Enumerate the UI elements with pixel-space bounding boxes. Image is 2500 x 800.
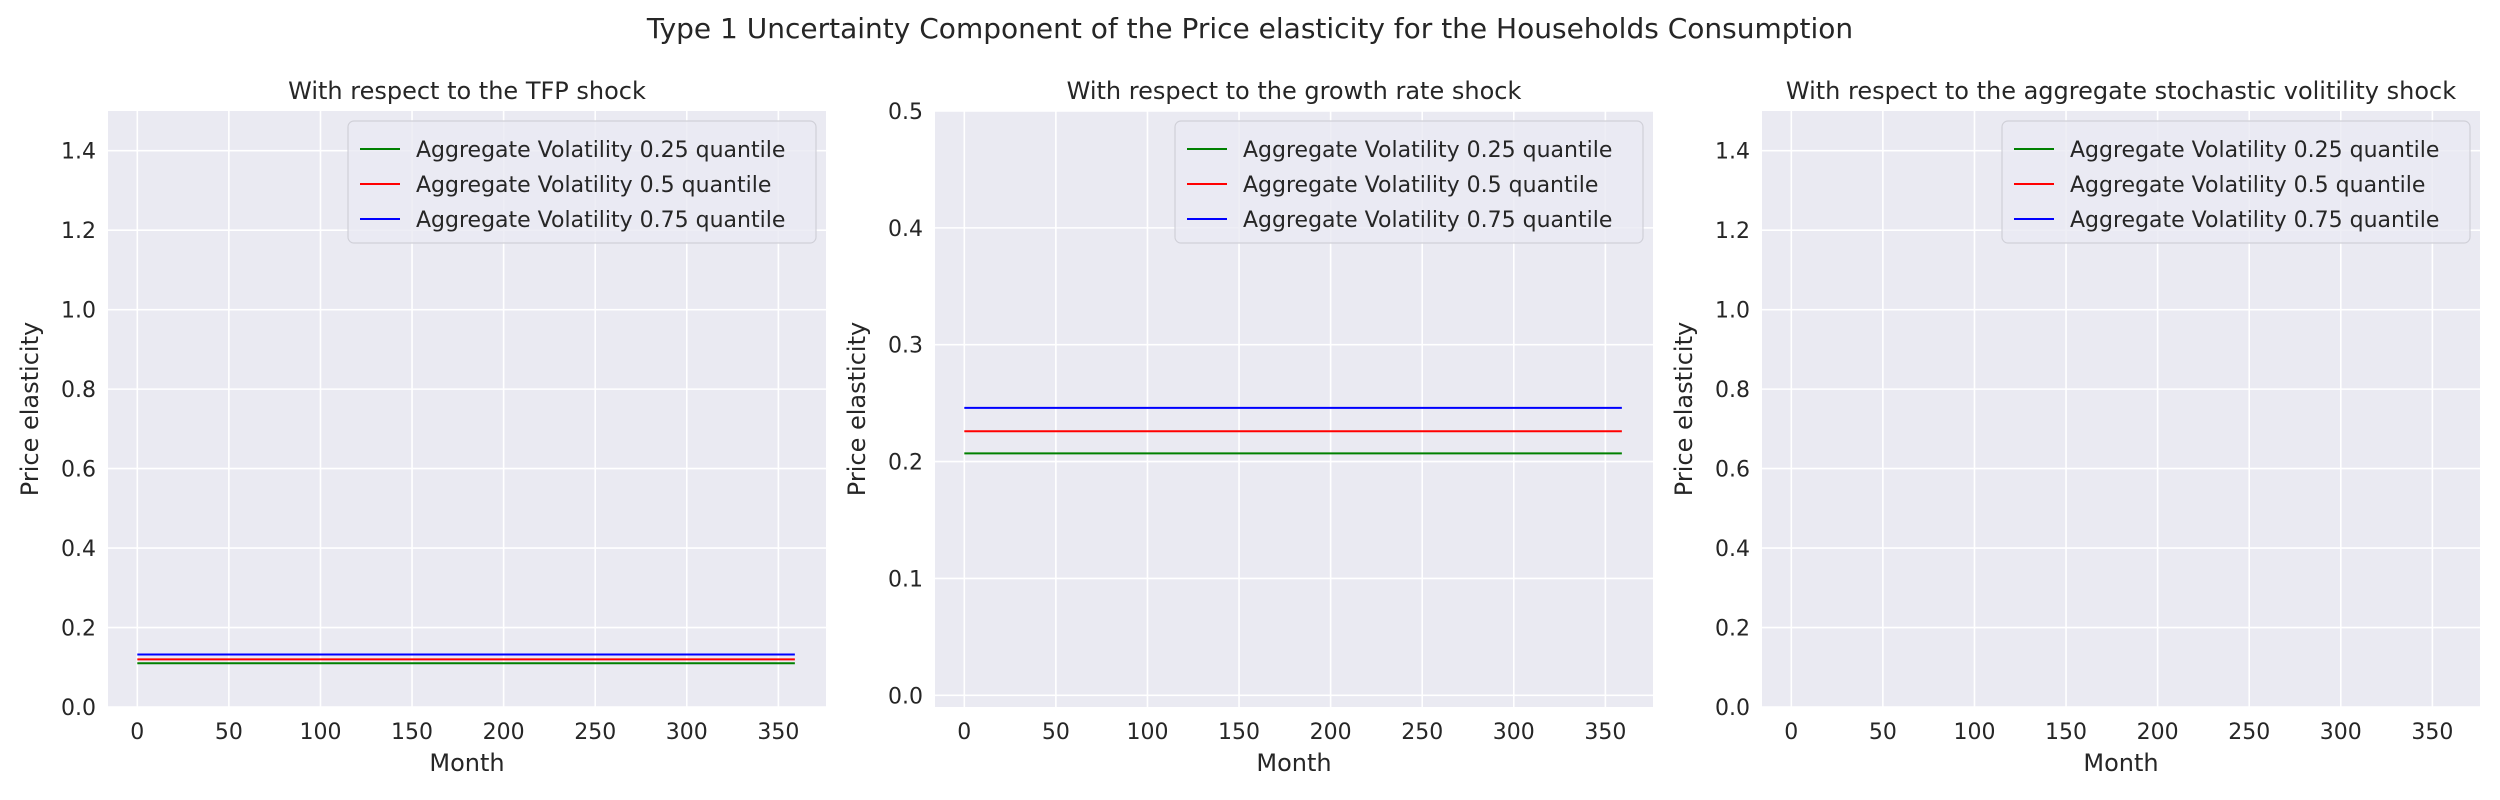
x-tick-label: 0: [957, 720, 971, 745]
legend-label: Aggregate Volatility 0.5 quantile: [1243, 173, 1598, 198]
x-tick-label: 150: [2045, 720, 2087, 745]
y-tick-label: 0.8: [1715, 378, 1750, 403]
chart-panel-2: 0 50 100 150 200 250 300 350 0.0 0.1 0.2 0.3 0.4 0.5 W…: [843, 77, 1653, 777]
legend-box: [2001, 120, 2471, 244]
y-axis-label: Price elasticity: [843, 322, 871, 496]
legend-label: Aggregate Volatility 0.5 quantile: [416, 173, 771, 198]
x-tick-label: 200: [483, 720, 525, 745]
legend-label: Aggregate Volatility 0.75 quantile: [416, 208, 785, 233]
legend-label: Aggregate Volatility 0.75 quantile: [1243, 208, 1612, 233]
legend-label: Aggregate Volatility 0.25 quantile: [416, 138, 785, 163]
x-tick-label: 250: [1401, 720, 1443, 745]
y-tick-label: 0.8: [61, 378, 96, 403]
y-tick-label: 0.0: [61, 696, 96, 721]
x-tick-label: 350: [2411, 720, 2453, 745]
x-tick-label: 300: [1493, 720, 1535, 745]
y-axis-label: Price elasticity: [16, 322, 44, 496]
y-tick-label: 0.4: [888, 217, 923, 242]
y-tick-label: 1.2: [61, 219, 96, 244]
legend-label: Aggregate Volatility 0.5 quantile: [2070, 173, 2425, 198]
legend-label: Aggregate Volatility 0.75 quantile: [2070, 208, 2439, 233]
y-tick-label: 0.0: [1715, 696, 1750, 721]
x-tick-label: 150: [1218, 720, 1260, 745]
y-tick-label: 1.4: [1715, 140, 1750, 165]
x-axis-label: Month: [2083, 749, 2158, 777]
x-tick-label: 100: [1126, 720, 1168, 745]
x-tick-label: 100: [299, 720, 341, 745]
x-tick-label: 350: [1584, 720, 1626, 745]
x-tick-label: 0: [130, 720, 144, 745]
x-tick-label: 300: [2320, 720, 2362, 745]
figure-title: Type 1 Uncertainty Component of the Pric…: [646, 12, 1853, 45]
y-tick-label: 0.3: [888, 334, 923, 359]
x-tick-label: 250: [574, 720, 616, 745]
y-axis-label: Price elasticity: [1670, 322, 1698, 496]
legend-label: Aggregate Volatility 0.25 quantile: [1243, 138, 1612, 163]
y-tick-label: 0.6: [1715, 458, 1750, 483]
x-tick-label: 200: [2137, 720, 2179, 745]
legend-box: [1174, 120, 1644, 244]
y-tick-label: 0.4: [61, 537, 96, 562]
y-tick-label: 1.0: [61, 299, 96, 324]
y-tick-label: 0.4: [1715, 537, 1750, 562]
x-tick-label: 150: [391, 720, 433, 745]
x-tick-label: 250: [2228, 720, 2270, 745]
y-tick-label: 0.2: [61, 617, 96, 642]
y-tick-label: 0.2: [888, 451, 923, 476]
x-tick-label: 300: [666, 720, 708, 745]
y-tick-label: 1.2: [1715, 219, 1750, 244]
x-tick-label: 100: [1953, 720, 1995, 745]
y-tick-label: 1.4: [61, 140, 96, 165]
chart-panel-3: 0 50 100 150 200 250 300 350 0.0 0.2 0.4 0.6 0.8 1.0 1…: [1670, 77, 2480, 777]
chart-panel-1: 0 50 100 150 200 250 300 350 0.0 0.2 0.4 0.6 0.8 1.0 1…: [16, 77, 826, 777]
x-tick-label: 50: [1869, 720, 1897, 745]
y-tick-label: 1.0: [1715, 299, 1750, 324]
legend-box: [347, 120, 817, 244]
x-tick-label: 50: [215, 720, 243, 745]
x-tick-label: 0: [1784, 720, 1798, 745]
legend-label: Aggregate Volatility 0.25 quantile: [2070, 138, 2439, 163]
panel-title: With respect to the aggregate stochastic…: [1786, 77, 2456, 105]
x-tick-label: 200: [1310, 720, 1352, 745]
x-axis-label: Month: [1256, 749, 1331, 777]
panel-title: With respect to the growth rate shock: [1067, 77, 1522, 105]
y-tick-label: 0.6: [61, 458, 96, 483]
x-axis-label: Month: [429, 749, 504, 777]
y-tick-label: 0.1: [888, 567, 923, 592]
y-tick-label: 0.0: [888, 684, 923, 709]
x-tick-label: 50: [1042, 720, 1070, 745]
x-tick-label: 350: [757, 720, 799, 745]
y-tick-label: 0.5: [888, 100, 923, 125]
y-tick-label: 0.2: [1715, 617, 1750, 642]
panel-title: With respect to the TFP shock: [288, 77, 646, 105]
